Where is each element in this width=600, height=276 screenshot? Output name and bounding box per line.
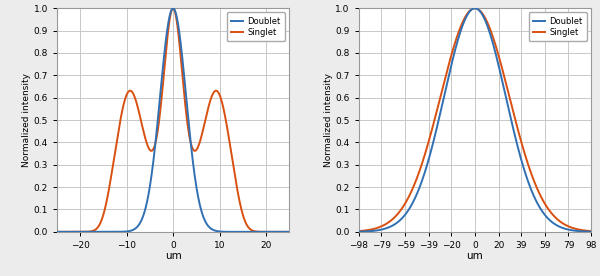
Doublet: [153, 132, 160, 136]
X-axis label: um: um: [467, 251, 483, 261]
Y-axis label: Normalized intensity: Normalized intensity: [323, 73, 332, 167]
Singlet: [452, 38, 460, 41]
Doublet: [571, 229, 578, 232]
Doublet: [454, 38, 461, 42]
Legend: Doublet, Singlet: Doublet, Singlet: [227, 12, 285, 41]
Doublet: [267, 230, 274, 233]
Singlet: [571, 227, 578, 230]
Singlet: [471, 7, 478, 10]
Singlet: [583, 229, 590, 232]
Singlet: [169, 7, 176, 10]
Doublet: [353, 230, 360, 233]
Doublet: [471, 7, 478, 10]
Singlet: [353, 230, 360, 233]
Singlet: [153, 137, 160, 140]
Singlet: [525, 164, 532, 168]
Line: Singlet: Singlet: [356, 8, 593, 231]
Doublet: [151, 149, 158, 153]
Singlet: [151, 144, 158, 148]
Singlet: [222, 118, 229, 121]
Legend: Doublet, Singlet: Doublet, Singlet: [529, 12, 587, 41]
Doublet: [525, 181, 532, 185]
X-axis label: um: um: [165, 251, 181, 261]
Singlet: [53, 230, 61, 233]
Doublet: [452, 45, 460, 48]
Line: Singlet: Singlet: [57, 8, 289, 232]
Doublet: [53, 230, 61, 233]
Doublet: [466, 11, 473, 14]
Line: Doublet: Doublet: [57, 8, 289, 232]
Y-axis label: Normalized intensity: Normalized intensity: [22, 73, 31, 167]
Line: Doublet: Doublet: [356, 8, 593, 232]
Doublet: [222, 230, 229, 233]
Singlet: [590, 230, 597, 233]
Singlet: [164, 36, 171, 40]
Singlet: [454, 33, 461, 36]
Doublet: [286, 230, 293, 233]
Doublet: [583, 230, 590, 233]
Singlet: [286, 230, 293, 233]
Doublet: [278, 230, 286, 233]
Doublet: [169, 7, 176, 10]
Doublet: [164, 28, 171, 31]
Singlet: [278, 230, 286, 233]
Doublet: [590, 230, 597, 233]
Singlet: [466, 10, 473, 13]
Singlet: [267, 230, 274, 233]
